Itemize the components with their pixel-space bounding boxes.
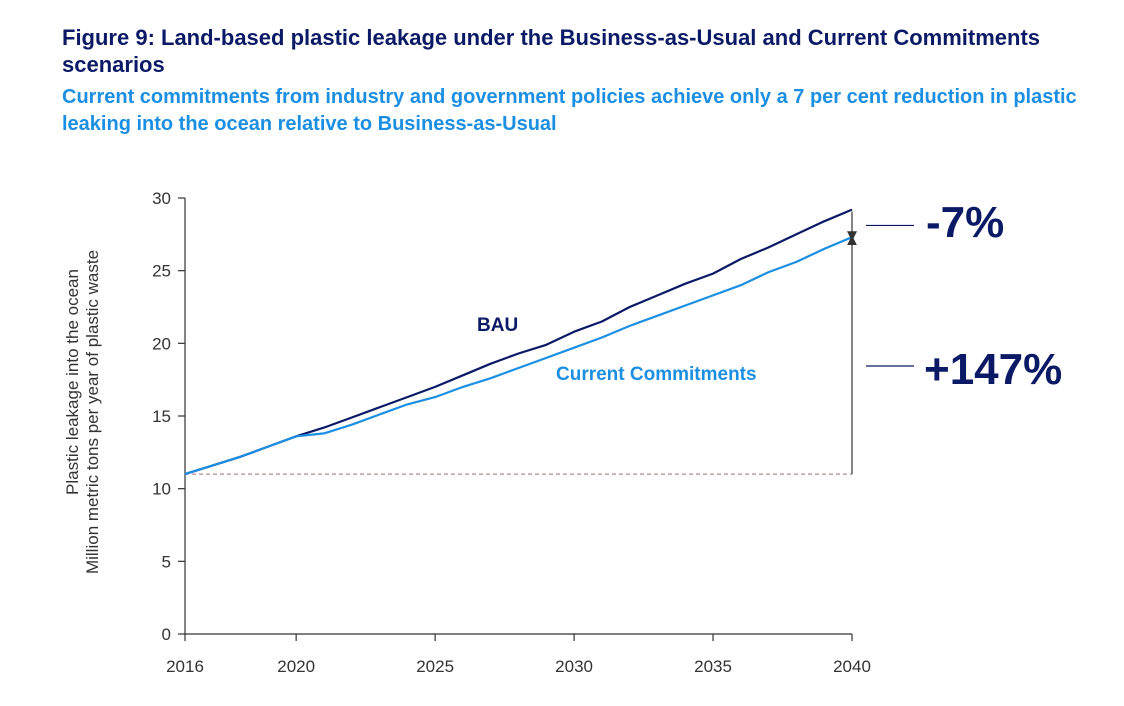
x-tick-label: 2035 — [694, 657, 732, 676]
increase-percent-label: +147% — [924, 345, 1062, 394]
x-tick-label: 2030 — [555, 657, 593, 676]
y-tick-label: 20 — [152, 334, 171, 353]
x-ticks: 2016 2020 2025 2030 2035 2040 — [166, 634, 871, 676]
x-tick-label: 2016 — [166, 657, 204, 676]
figure-subtitle: Current commitments from industry and go… — [62, 86, 1077, 135]
x-tick-label: 2020 — [277, 657, 315, 676]
cc-series-label: Current Commitments — [556, 364, 757, 385]
y-tick-label: 5 — [162, 552, 171, 571]
y-tick-label: 10 — [152, 480, 171, 499]
x-tick-label: 2025 — [416, 657, 454, 676]
reduction-percent-label: -7% — [926, 198, 1004, 247]
x-tick-label: 2040 — [833, 657, 871, 676]
y-tick-label: 25 — [152, 262, 171, 281]
y-axis-title-line2: Million metric tons per year of plastic … — [83, 250, 102, 574]
y-tick-label: 0 — [162, 625, 171, 644]
bau-series-line — [184, 208, 853, 476]
bau-series-label: BAU — [477, 315, 518, 336]
y-ticks: 0 5 10 15 20 25 30 — [152, 189, 185, 644]
figure-title: Figure 9: Land-based plastic leakage und… — [62, 25, 1041, 77]
y-tick-label: 15 — [152, 407, 171, 426]
current-commitments-series-line — [184, 236, 853, 476]
y-axis-title-line1: Plastic leakage into the ocean — [63, 269, 82, 495]
y-tick-label: 30 — [152, 189, 171, 208]
